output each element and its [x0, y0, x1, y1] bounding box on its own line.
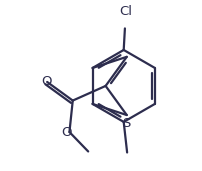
Text: O: O [62, 126, 72, 139]
Text: S: S [123, 117, 131, 130]
Text: O: O [41, 75, 52, 88]
Text: Cl: Cl [119, 5, 132, 18]
